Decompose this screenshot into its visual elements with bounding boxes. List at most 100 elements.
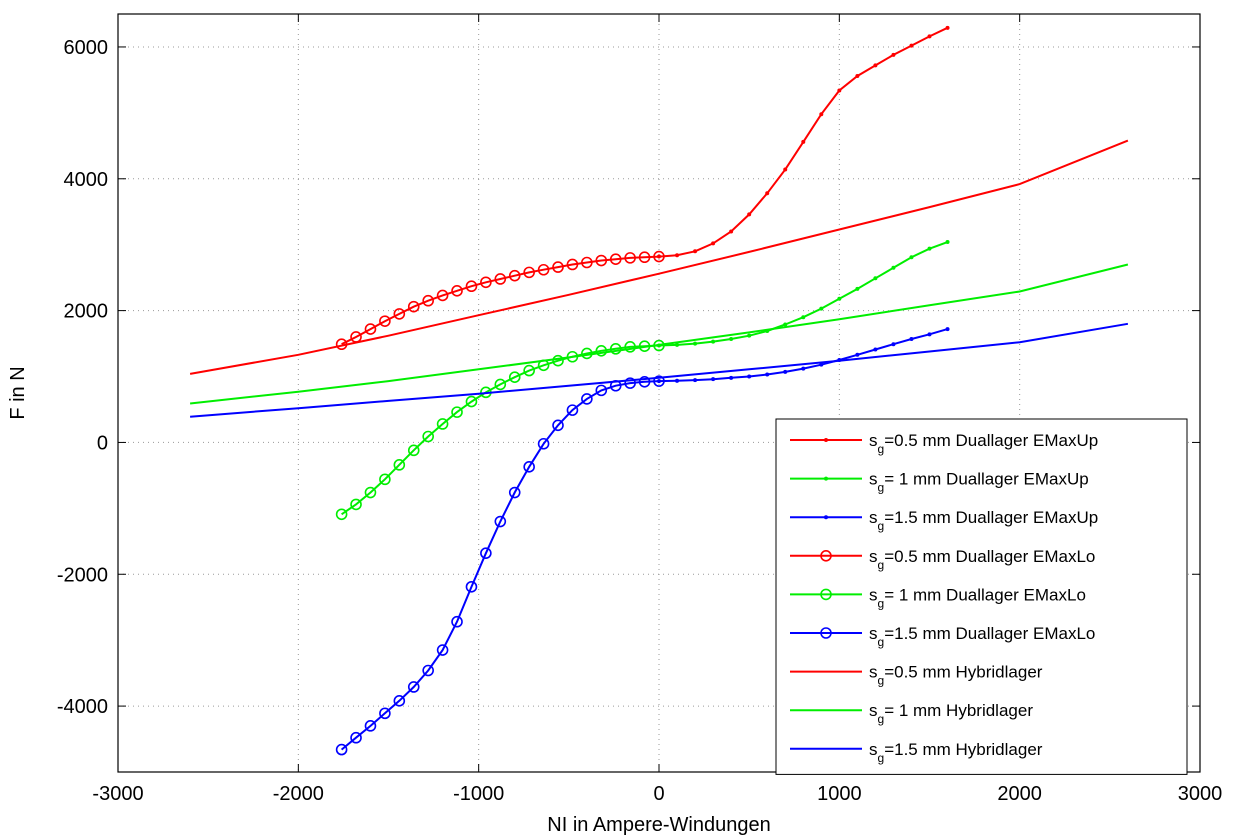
data-point [523,461,535,473]
data-point [873,347,878,352]
data-point [422,664,434,677]
data-point [765,372,770,377]
data-point [552,354,564,367]
series-line [341,255,660,346]
legend-label: sg=1.5 mm Duallager EMaxLo [869,624,1095,649]
data-point [819,362,824,367]
y-tick-label: 2000 [64,301,109,323]
data-point [711,241,716,246]
data-point [566,258,579,271]
data-point [873,63,878,68]
data-point [675,378,680,383]
data-point [747,333,752,338]
data-point [927,332,932,337]
legend-label: sg=1.5 mm Hybridlager [869,740,1043,765]
data-point [379,473,391,486]
legend-swatch-marker [820,627,832,639]
legend-entry: sg= 1 mm Duallager EMaxLo [790,585,1086,610]
legend-label: sg=0.5 mm Duallager EMaxLo [869,547,1095,572]
series-8 [189,263,1129,405]
data-point [945,25,950,30]
legend-entry: sg=0.5 mm Duallager EMaxUp [790,431,1098,456]
data-point [711,339,716,344]
x-tick-label: 3000 [1178,783,1223,805]
data-point [422,430,434,443]
data-point [508,371,521,383]
series-line [190,322,1129,418]
data-point [436,644,449,656]
data-point [837,88,842,93]
data-point [379,315,391,327]
data-point [350,731,362,744]
data-point [653,375,665,387]
data-point [945,240,950,245]
data-point [335,508,348,521]
x-tick-label: 1000 [817,783,862,805]
data-point [364,720,377,732]
legend-label: sg=0.5 mm Duallager EMaxUp [869,431,1098,456]
data-point [494,515,507,528]
data-point [465,280,478,293]
data-point [693,378,698,383]
data-point [508,486,521,499]
data-point [891,342,896,347]
data-point [335,743,348,756]
data-point [747,212,752,217]
series-line [189,139,1129,375]
series-line [189,263,1129,405]
data-point [436,289,449,302]
series-6 [335,375,665,756]
series-layer [189,25,1129,756]
data-point [451,285,463,297]
legend-swatch-marker [824,515,828,520]
legend-swatch-marker [824,476,828,481]
legend-label: sg=0.5 mm Hybridlager [869,663,1043,688]
data-point [595,254,608,267]
data-point [711,377,716,382]
series-2 [657,240,950,348]
data-point [552,419,564,432]
series-line [341,344,660,516]
x-axis-label: NI in Ampere-Windungen [547,814,770,836]
legend-entry: sg=0.5 mm Duallager EMaxLo [790,547,1095,572]
x-tick-label: -2000 [273,783,324,805]
series-line [658,241,948,347]
data-point [801,366,806,371]
legend-swatch-marker [820,588,832,601]
x-tick-label: -3000 [92,783,143,805]
data-point [747,374,752,379]
data-point [693,341,698,346]
data-point [624,252,636,264]
data-point [927,246,932,251]
legend-label: sg= 1 mm Duallager EMaxLo [869,585,1086,610]
data-point [508,269,521,282]
data-point [480,547,492,559]
data-point [494,273,507,285]
y-axis-label: F in N [7,366,29,419]
data-point [364,323,377,335]
y-tick-label: 6000 [64,37,109,59]
data-point [393,695,406,707]
data-point [801,315,806,320]
series-3 [657,327,950,384]
legend-entry: sg=1.5 mm Duallager EMaxUp [790,508,1098,533]
data-point [624,377,636,389]
data-point [909,336,914,341]
legend-entry: sg= 1 mm Hybridlager [790,701,1033,726]
data-point [909,43,914,48]
series-line [340,380,660,751]
data-point [909,255,914,260]
data-point [927,34,932,39]
legend-entry: sg=0.5 mm Hybridlager [790,663,1043,688]
data-point [595,345,608,357]
data-point [595,384,608,397]
x-tick-label: -1000 [453,783,504,805]
data-point [675,342,680,347]
data-point [436,418,449,430]
grid-lines [117,14,1201,772]
data-point [783,167,788,172]
data-point [819,306,824,311]
data-point [494,378,507,391]
data-point [729,375,734,380]
